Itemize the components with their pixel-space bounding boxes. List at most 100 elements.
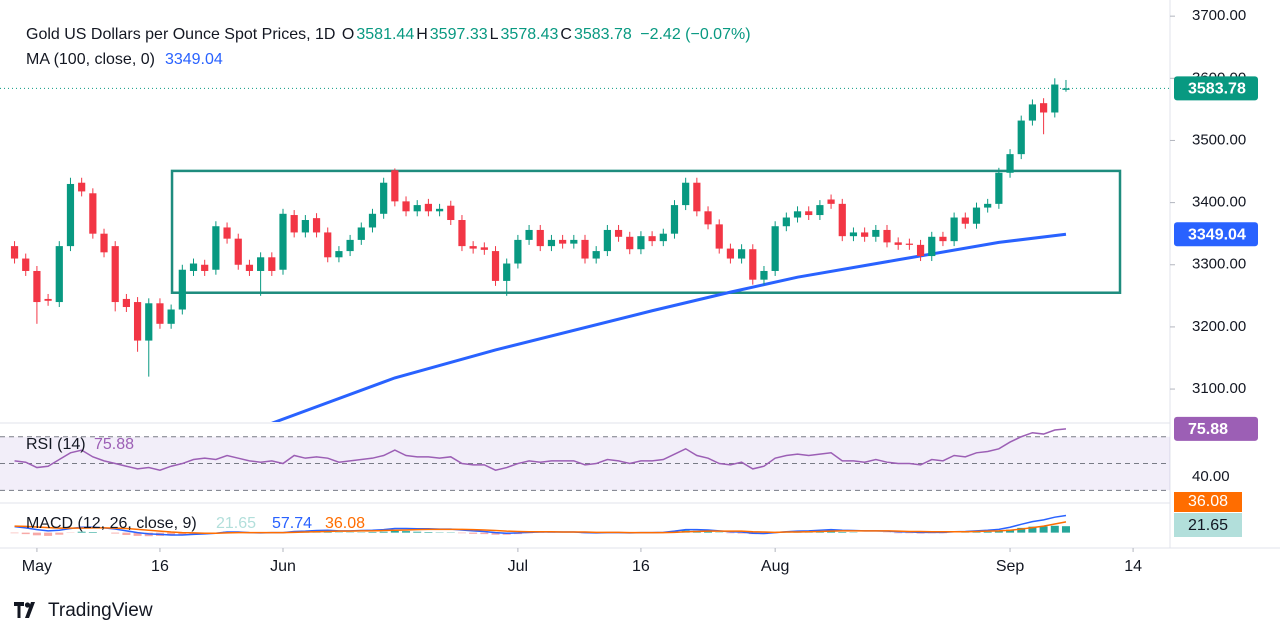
candle-body (1062, 88, 1070, 90)
macd-hist-bar (390, 530, 399, 533)
candle-body (883, 229, 891, 243)
x-tick-label: Sep (996, 558, 1025, 575)
macd-hist-bar (10, 532, 19, 534)
candle-body (402, 201, 410, 212)
hist-price-box (1174, 513, 1242, 537)
macd-hist-bar (88, 532, 97, 533)
ma-value: 3349.04 (164, 51, 223, 68)
y-tick-label: 3300.00 (1192, 256, 1246, 273)
ohlc-value: 3583.78 (573, 26, 632, 43)
macd-hist-bar (737, 532, 746, 534)
candle-body (637, 236, 645, 250)
macd-hist-bar (905, 532, 914, 534)
ma-price-label: 3349.04 (1188, 227, 1246, 244)
macd-hist-bar (972, 532, 981, 533)
macd-hist-bar (167, 532, 176, 536)
candle-body (771, 226, 779, 271)
candle-body (480, 247, 488, 250)
candle-body (715, 224, 723, 249)
candle-body (279, 213, 287, 270)
macd-hist-bar (379, 531, 388, 533)
macd-hist-bar (133, 532, 142, 536)
ohlc-key: L (489, 26, 499, 43)
macd-hist-bar (368, 532, 377, 533)
candle-body (301, 220, 309, 233)
brand: TradingView (48, 600, 153, 621)
candle-body (424, 203, 433, 212)
header-line-1: Gold US Dollars per Ounce Spot Prices, 1… (26, 26, 753, 44)
candle-body (816, 205, 824, 216)
candle-body (514, 239, 522, 264)
ohlc-value: 3597.33 (429, 26, 488, 43)
macd-hist-bar (491, 532, 500, 535)
candle-body (66, 183, 75, 247)
candle-body (827, 199, 835, 204)
change: −2.42 (−0.07%) (640, 26, 751, 43)
rsi-title: RSI (14) (26, 436, 86, 453)
macd-hist-bar (178, 532, 187, 536)
candle-body (626, 236, 634, 250)
candle-body (413, 205, 421, 212)
hist-price-label: 21.65 (1188, 517, 1228, 534)
macd-hist-value: 21.65 (216, 515, 256, 532)
candle-body (380, 182, 388, 214)
candle-body (939, 236, 947, 242)
rsi-value: 75.88 (94, 436, 134, 453)
candle-body (167, 309, 175, 324)
macd-hist-bar (55, 532, 64, 535)
macd-hist-bar (726, 532, 735, 534)
candle-body (693, 182, 701, 212)
candle-body (78, 182, 86, 192)
candle-body (525, 229, 533, 240)
y-tick-label: 3700.00 (1192, 7, 1246, 24)
candle-body (10, 246, 19, 259)
candle-body (447, 205, 455, 221)
macd-hist-bar (838, 532, 847, 533)
signal-price-box (1174, 492, 1242, 512)
logo (14, 602, 35, 618)
macd-hist-bar (480, 532, 489, 535)
title: Gold US Dollars per Ounce Spot Prices, 1… (26, 26, 336, 43)
candle-body (760, 270, 768, 280)
candle-body (189, 263, 198, 271)
macd-value: 57.74 (272, 515, 312, 532)
macd-hist-bar (424, 532, 433, 533)
macd-hist-bar (1006, 529, 1015, 533)
ohlc-key: H (416, 26, 428, 43)
macd-hist-bar (32, 532, 41, 536)
candle-body (212, 226, 220, 270)
ohlc-value: 3581.44 (356, 26, 415, 43)
candle-body (592, 251, 600, 259)
x-tick-label: Aug (761, 558, 789, 575)
candle-body (581, 239, 589, 259)
rsi-tick-label: 40.00 (1192, 468, 1230, 485)
candle-body (928, 236, 936, 257)
candle-body (368, 213, 377, 228)
x-tick-label: 16 (151, 558, 169, 575)
range-box (170, 169, 1122, 294)
candle-body (995, 172, 1003, 204)
candle-body (1051, 84, 1059, 113)
macd-hist-bar (457, 532, 466, 534)
candle-body (357, 227, 365, 240)
candle-body (22, 258, 30, 271)
candle-body (100, 233, 108, 253)
candle-body (950, 217, 958, 242)
macd-hist-bar (21, 532, 30, 535)
macd-hist-bar (1028, 526, 1037, 533)
candle-body (503, 263, 511, 281)
candle-body (223, 227, 231, 239)
x-tick-label: May (22, 558, 52, 575)
last-price-box (1174, 76, 1258, 101)
candle-body (145, 303, 153, 341)
candle-body (312, 218, 321, 233)
candle-body (793, 211, 802, 218)
ma-price-box (1174, 222, 1258, 247)
candle-body (89, 193, 97, 234)
rsi-price-label: 75.88 (1188, 421, 1228, 438)
y-tick-label: 3400.00 (1192, 194, 1246, 211)
candle-body (234, 238, 242, 265)
macd-hist-bar (1039, 526, 1048, 533)
candle-body (782, 217, 790, 227)
